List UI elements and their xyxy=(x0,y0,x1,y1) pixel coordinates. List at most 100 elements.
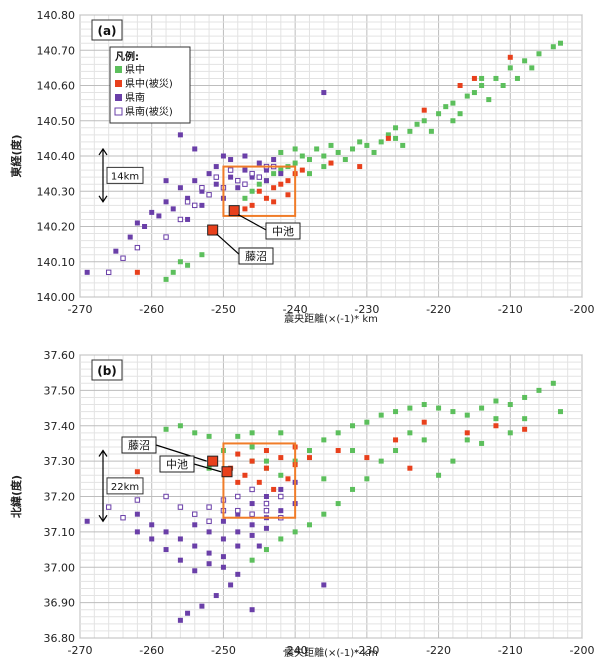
data-point xyxy=(134,269,140,275)
data-point xyxy=(443,104,449,110)
data-point xyxy=(185,610,191,616)
data-point xyxy=(335,430,341,436)
data-point xyxy=(263,448,269,454)
y-tick-label: 37.40 xyxy=(44,420,76,433)
data-point xyxy=(414,121,420,127)
data-point xyxy=(450,458,456,464)
data-point xyxy=(278,430,284,436)
data-point xyxy=(242,167,248,173)
data-point xyxy=(385,132,391,138)
data-point xyxy=(149,536,155,542)
callout-box xyxy=(121,436,157,454)
data-point xyxy=(364,455,370,461)
callout-leader xyxy=(193,463,222,473)
data-point xyxy=(185,195,191,201)
legend-entry-label: 県南(被災) xyxy=(125,105,173,118)
data-point xyxy=(436,405,442,411)
panel-label: (a) xyxy=(97,24,116,38)
series-県南 xyxy=(84,479,327,623)
data-point xyxy=(278,486,284,492)
scale-arrow-bottom xyxy=(98,514,108,523)
scale-label-box xyxy=(106,166,144,184)
data-point xyxy=(557,409,563,415)
data-point xyxy=(235,185,241,191)
data-point xyxy=(163,529,169,535)
data-point xyxy=(177,617,183,623)
legend-swatch xyxy=(115,66,122,73)
data-point xyxy=(493,75,499,81)
data-point xyxy=(350,486,356,492)
site-marker xyxy=(221,466,233,478)
data-point xyxy=(522,416,528,422)
data-point xyxy=(278,181,284,187)
data-point xyxy=(220,536,226,542)
y-axis-label: 北緯(度) xyxy=(9,475,23,518)
data-point xyxy=(285,192,291,198)
data-point xyxy=(550,44,556,50)
callout-label: 中池 xyxy=(272,225,294,238)
y-tick-label: 140.10 xyxy=(37,256,76,269)
y-tick-label: 37.50 xyxy=(44,384,76,397)
x-tick-label: -270 xyxy=(68,644,93,657)
data-point xyxy=(299,167,305,173)
data-point xyxy=(450,100,456,106)
data-point xyxy=(206,433,212,439)
data-point xyxy=(436,111,442,117)
data-point xyxy=(421,107,427,113)
data-point xyxy=(457,111,463,117)
data-point xyxy=(278,508,284,514)
data-point xyxy=(393,135,399,141)
data-point xyxy=(192,430,198,436)
data-point xyxy=(206,518,212,524)
data-point xyxy=(84,518,90,524)
data-point xyxy=(364,476,370,482)
data-point xyxy=(213,181,219,187)
data-point xyxy=(242,195,248,201)
data-point xyxy=(299,153,305,159)
data-point xyxy=(105,269,112,276)
data-point xyxy=(471,90,477,96)
callout-leader xyxy=(216,233,242,257)
data-point xyxy=(163,234,169,240)
data-point xyxy=(464,412,470,418)
highlight-box xyxy=(222,442,297,519)
data-point xyxy=(256,174,262,180)
data-point xyxy=(486,97,492,103)
data-point xyxy=(450,409,456,415)
data-point xyxy=(278,493,284,500)
data-point xyxy=(220,518,226,524)
y-tick-label: 36.80 xyxy=(44,632,76,645)
data-point xyxy=(206,561,212,567)
data-point xyxy=(256,160,262,166)
callout-box xyxy=(159,455,195,473)
data-point xyxy=(278,149,284,155)
scale-arrow-top xyxy=(98,449,108,457)
data-point xyxy=(263,494,269,499)
data-point xyxy=(393,125,399,131)
x-tick-label: -220 xyxy=(426,303,451,316)
data-point xyxy=(271,199,277,205)
data-point xyxy=(464,430,470,436)
data-point xyxy=(285,476,291,482)
data-point xyxy=(235,493,241,500)
x-tick-label: -230 xyxy=(354,644,379,657)
data-point xyxy=(220,554,226,560)
data-point xyxy=(428,128,434,134)
panel-b: -270 -260 -250 -240 -230 -220 -210 -200 36.80 36.… xyxy=(9,349,594,659)
data-point xyxy=(192,568,198,574)
data-point xyxy=(184,199,191,205)
data-point xyxy=(249,607,255,613)
data-point xyxy=(471,75,477,81)
data-point xyxy=(378,139,384,145)
data-point xyxy=(479,405,485,411)
data-point xyxy=(134,497,141,503)
data-point xyxy=(206,529,212,535)
data-point xyxy=(134,244,141,251)
y-tick-label: 37.20 xyxy=(44,491,76,504)
y-tick-label: 140.00 xyxy=(37,291,76,304)
data-point xyxy=(407,465,413,471)
data-point xyxy=(328,142,334,148)
data-point xyxy=(192,178,198,184)
data-point xyxy=(235,511,241,517)
